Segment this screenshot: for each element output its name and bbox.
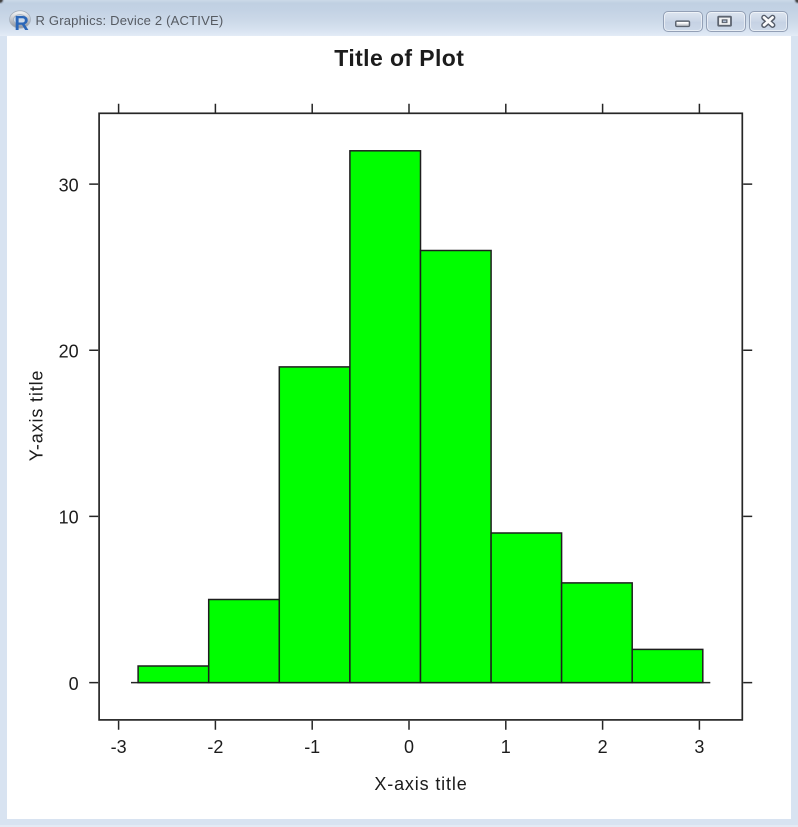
svg-text:R: R	[14, 13, 29, 32]
svg-text:1: 1	[501, 737, 511, 757]
svg-text:-2: -2	[207, 737, 223, 757]
svg-text:0: 0	[404, 737, 414, 757]
svg-text:X-axis title: X-axis title	[374, 774, 467, 794]
svg-text:30: 30	[59, 175, 79, 195]
svg-text:Title of Plot: Title of Plot	[334, 45, 464, 71]
svg-text:-1: -1	[304, 737, 320, 757]
svg-text:20: 20	[59, 341, 79, 361]
svg-text:3: 3	[694, 737, 704, 757]
svg-text:Y-axis title: Y-axis title	[27, 370, 47, 462]
svg-text:0: 0	[69, 674, 79, 694]
svg-text:10: 10	[59, 508, 79, 528]
svg-text:2: 2	[598, 737, 608, 757]
svg-text:-3: -3	[111, 737, 127, 757]
